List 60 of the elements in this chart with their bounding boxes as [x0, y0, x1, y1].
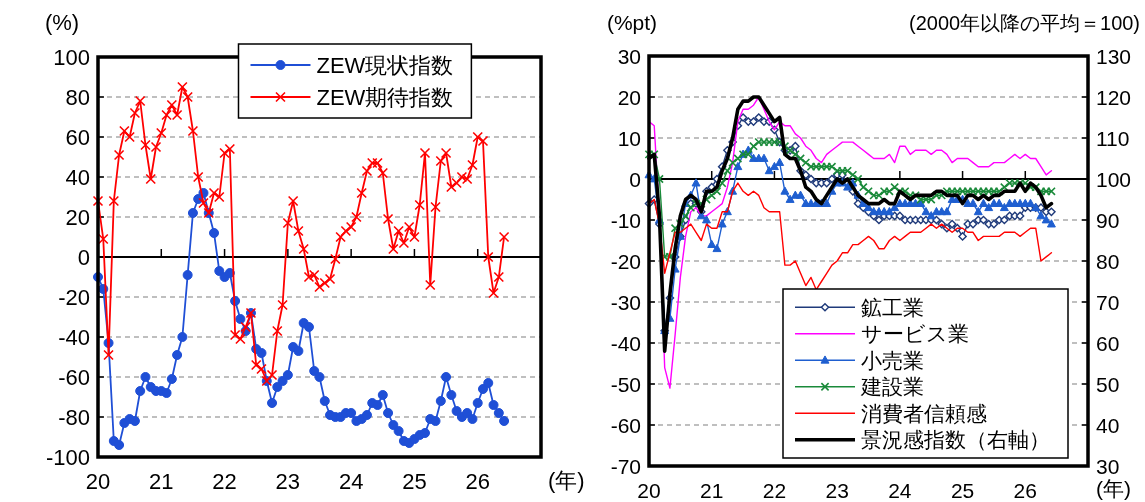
x-tick-label: 23	[275, 469, 301, 494]
y-tick-label: -80	[58, 404, 90, 430]
y-tick-label: 10	[617, 126, 641, 150]
y-tick-label: -100	[45, 444, 90, 470]
legend-label: 景況感指数（右軸）	[861, 428, 1050, 452]
y-tick-label: 0	[629, 167, 641, 191]
x-tick-label: 20	[85, 469, 111, 494]
x-tick-label: 22	[762, 479, 787, 502]
legend-label: ZEW現状指数	[316, 52, 454, 78]
y2-axis-title: (2000年以降の平均＝100)	[909, 12, 1140, 34]
y-tick-label: -60	[58, 364, 90, 390]
legend-label: サービス業	[861, 322, 969, 346]
legend-label: ZEW期待指数	[316, 84, 454, 110]
x-tick-label: 25	[950, 479, 975, 502]
y2-tick-label: 130	[1096, 44, 1132, 68]
legend-label: 建設業	[860, 375, 924, 399]
x-tick-label: 24	[338, 469, 364, 494]
y2-tick-label: 50	[1096, 372, 1120, 396]
x-tick-label: 26	[465, 469, 490, 494]
y-tick-label: 30	[617, 44, 641, 68]
y-tick-label: 20	[617, 85, 641, 109]
y2-tick-label: 80	[1096, 249, 1120, 273]
y-tick-label: 40	[65, 164, 90, 190]
y2-tick-label: 30	[1096, 454, 1120, 478]
x-tick-label: 21	[700, 479, 724, 502]
y-tick-label: -10	[610, 208, 641, 232]
x-tick-label: 20	[637, 479, 661, 502]
x-tick-label: 24	[888, 479, 912, 502]
x-axis-title: (年)	[548, 468, 585, 493]
y-tick-label: 80	[65, 84, 90, 110]
legend-label: 消費者信頼感	[861, 401, 987, 425]
legend-label: 小売業	[861, 348, 924, 372]
x-tick-label: 22	[212, 469, 237, 494]
x-tick-label: 26	[1013, 479, 1037, 502]
y2-tick-label: 60	[1096, 331, 1120, 355]
y-tick-label: 60	[65, 124, 90, 150]
y-tick-label: -20	[58, 284, 90, 310]
y-tick-label: -30	[610, 290, 641, 314]
y-tick-label: 20	[65, 204, 90, 230]
y-tick-label: 0	[77, 244, 90, 270]
y2-tick-label: 90	[1096, 208, 1120, 232]
y-tick-label: -70	[610, 454, 641, 478]
y-axis-title: (%pt)	[606, 11, 658, 34]
y2-tick-label: 110	[1096, 126, 1130, 150]
y-tick-label: -40	[610, 331, 641, 355]
y-tick-label: -20	[610, 249, 641, 273]
x-axis-title: (年)	[1096, 477, 1131, 500]
legend-label: 鉱工業	[861, 295, 924, 319]
y-axis-title: (%)	[44, 10, 80, 35]
y2-tick-label: 40	[1096, 413, 1120, 437]
x-tick-label: 23	[825, 479, 849, 502]
y2-tick-label: 100	[1096, 167, 1132, 191]
y2-tick-label: 70	[1096, 290, 1120, 314]
y-tick-label: -60	[610, 413, 641, 437]
x-tick-label: 25	[402, 469, 427, 494]
y-tick-label: 100	[53, 44, 90, 70]
x-tick-label: 21	[149, 469, 174, 494]
y2-tick-label: 120	[1096, 85, 1132, 109]
y-tick-label: -40	[58, 324, 90, 350]
y-tick-label: -50	[610, 372, 641, 396]
